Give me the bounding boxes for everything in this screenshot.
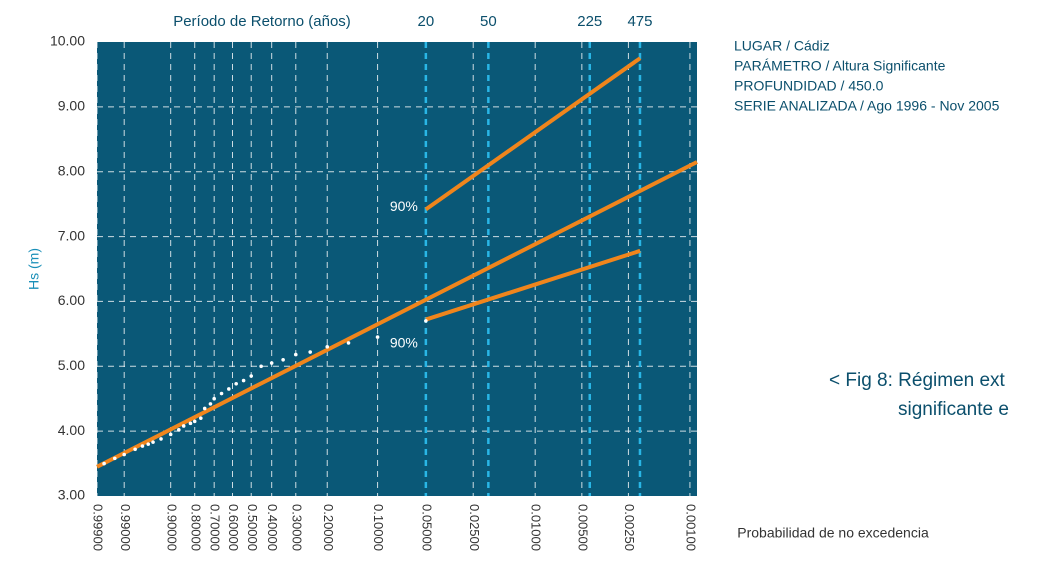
x-tick-label: 0.99000 [118,504,133,551]
x-axis-label: Probabilidad de no excedencia [737,525,929,541]
data-point [241,378,246,383]
x-tick-label: 0.02500 [467,504,482,551]
data-point [102,461,106,466]
x-tick-label: 0.00100 [683,504,698,551]
data-point [181,424,186,428]
data-point [192,419,197,424]
x-tick-label: 0.00500 [575,504,590,551]
data-point [212,396,216,401]
y-tick-label: 7.00 [58,227,85,243]
data-point [188,421,193,426]
data-point [234,381,238,386]
x2-tick-label: 50 [480,13,497,30]
data-point [112,456,117,461]
x-tick-label: 0.50000 [245,504,260,551]
x-tick-label: 0.99900 [91,504,106,551]
data-point [259,364,263,369]
data-point [293,352,298,357]
fit-line [96,160,698,469]
data-point [140,444,145,448]
data-point [168,432,173,437]
x-tick-label: 0.10000 [371,504,386,551]
caption: significante e [898,399,1009,420]
data-point [159,437,163,441]
x-tick-label: 0.01000 [529,504,544,551]
caption: < Fig 8: Régimen ext [829,370,1006,391]
data-point [281,358,285,362]
data-point [122,452,126,457]
data-point [424,319,428,323]
fit-line [424,56,642,211]
data-point [177,428,181,432]
info-line: PARÁMETRO / Altura Significante [734,58,946,74]
data-point [151,440,155,444]
y-tick-label: 4.00 [58,422,85,438]
x-tick-label: 0.70000 [208,504,223,551]
data-point [269,361,274,365]
fit-line [425,248,641,322]
x-tick-label: 0.60000 [226,504,241,551]
x2-tick-label: 20 [418,13,435,30]
info-line: PROFUNDIDAD / 450.0 [734,78,884,94]
x-tick-label: 0.90000 [164,504,179,551]
y-axis-label: Hs (m) [26,248,42,290]
x-tick-label: 0.30000 [289,504,304,551]
data-point [199,416,203,420]
x-tick-label: 0.00250 [622,504,637,551]
data-point [308,350,312,354]
x-tick-label: 0.80000 [188,504,203,551]
data-point [208,402,213,406]
data-point [249,374,254,378]
data-point [219,391,224,396]
data-point [202,406,207,411]
y-tick-label: 8.00 [58,162,85,178]
plot-background [97,42,697,496]
x2-tick-label: 475 [627,13,652,30]
data-point [133,447,137,452]
data-point [227,387,231,391]
x-tick-label: 0.05000 [419,504,434,551]
info-line: LUGAR / Cádiz [734,38,830,54]
data-point [375,335,380,339]
band-label: 90% [390,334,418,350]
data-point [146,442,151,446]
x-tick-label: 0.40000 [265,504,280,551]
y-tick-label: 9.00 [58,98,85,114]
y-tick-label: 6.00 [58,292,85,308]
y-tick-label: 3.00 [58,487,85,503]
x2-tick-label: 225 [577,13,602,30]
band-label: 90% [390,198,418,214]
y-tick-label: 10.00 [50,33,85,49]
data-point [325,345,330,349]
x-tick-label: 0.20000 [321,504,336,551]
data-point [346,341,351,345]
y-tick-label: 5.00 [58,357,85,373]
info-line: SERIE ANALIZADA / Ago 1996 - Nov 2005 [734,98,1000,114]
chart-title: Período de Retorno (años) [173,13,351,30]
